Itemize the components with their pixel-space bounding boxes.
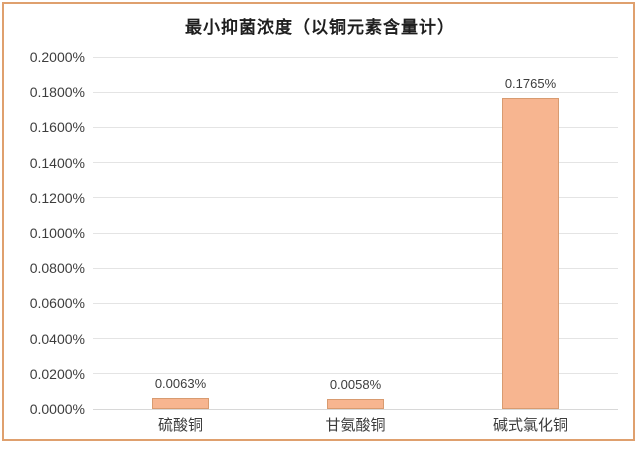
gridline bbox=[93, 91, 618, 93]
y-axis-tick-label: 0.1600% bbox=[29, 119, 85, 136]
gridline bbox=[93, 126, 618, 128]
y-axis-tick-label: 0.1200% bbox=[29, 189, 85, 206]
gridline bbox=[93, 338, 618, 340]
bar-value-label: 0.0058% bbox=[329, 377, 382, 392]
gridline bbox=[93, 232, 618, 234]
gridline bbox=[93, 302, 618, 304]
bar-value-label: 0.0063% bbox=[154, 376, 207, 391]
y-axis-tick-label: 0.1400% bbox=[29, 154, 85, 171]
plot-area: 0.2000% 0.1800% 0.1600% 0.1400% 0.1200% 0.100… bbox=[30, 49, 618, 434]
chart-bar bbox=[502, 98, 559, 409]
gridline bbox=[93, 56, 618, 58]
category-label: 碱式氯化铜 bbox=[492, 417, 568, 434]
x-axis-line bbox=[93, 408, 618, 410]
gridline bbox=[93, 197, 618, 199]
chart-bar bbox=[152, 398, 209, 409]
gridline bbox=[93, 373, 618, 375]
bar-value-label: 0.1765% bbox=[504, 76, 557, 91]
chart-bar bbox=[327, 399, 384, 409]
category-label: 硫酸铜 bbox=[157, 417, 203, 434]
y-axis-tick-label: 0.0400% bbox=[29, 330, 85, 347]
y-axis-tick-label: 0.0200% bbox=[29, 365, 85, 382]
y-axis-tick-label: 0.2000% bbox=[29, 49, 85, 65]
y-axis-tick-label: 0.1800% bbox=[29, 84, 85, 101]
y-axis-tick-label: 0.0000% bbox=[29, 401, 85, 417]
y-axis-tick-label: 0.0800% bbox=[29, 260, 85, 277]
gridline bbox=[93, 267, 618, 269]
y-axis-tick-label: 0.1000% bbox=[29, 225, 85, 241]
chart-title: 最小抑菌浓度（以铜元素含量计） bbox=[185, 18, 455, 37]
gridline bbox=[93, 162, 618, 164]
y-axis-tick-label: 0.0600% bbox=[29, 295, 85, 312]
category-label: 甘氨酸铜 bbox=[325, 417, 386, 434]
